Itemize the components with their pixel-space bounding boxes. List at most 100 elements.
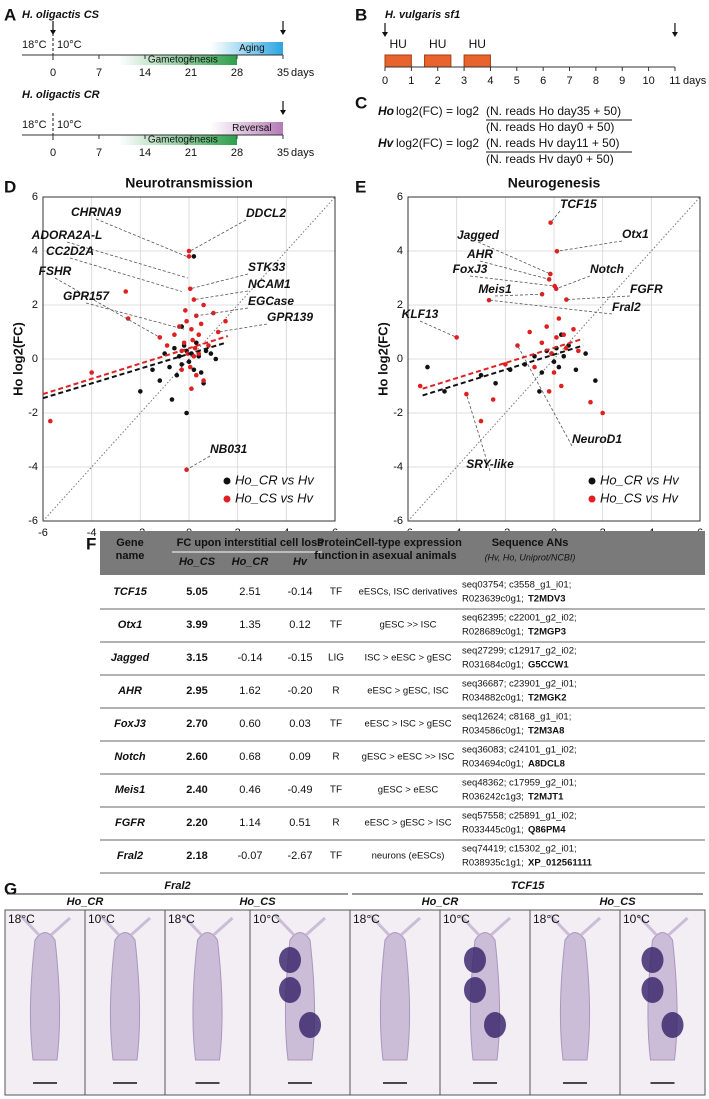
annotation-label: KLF13 <box>402 307 439 321</box>
data-point <box>563 345 569 351</box>
temperature: 10°C <box>57 119 82 131</box>
phase-bar <box>210 42 283 55</box>
data-point <box>527 329 532 335</box>
value-cell: 0.09 <box>289 751 310 763</box>
annotation-label: DDCL2 <box>246 206 286 220</box>
annotation-leader <box>218 323 268 333</box>
sequence-id: T2MGK2 <box>528 693 567 704</box>
y-tick-label: -6 <box>28 515 38 527</box>
data-point <box>186 254 192 259</box>
data-point <box>191 354 197 359</box>
y-tick-label: -2 <box>28 407 38 419</box>
polyp <box>109 932 141 1061</box>
expression-cell: eESC > gESC, ISC <box>367 686 449 697</box>
temperature-label: 10°C <box>253 912 280 926</box>
data-point <box>179 362 184 367</box>
tick-label: 0 <box>382 75 388 87</box>
equation-label: Ho <box>378 104 394 118</box>
annotation-leader <box>477 241 551 275</box>
data-point <box>196 332 202 338</box>
tick-label: 35 <box>277 147 289 159</box>
sequence-cell: seq27299; c12917_g2_i02; <box>462 646 577 657</box>
y-tick-label: 4 <box>32 245 38 257</box>
data-point <box>179 367 184 373</box>
numerator: (N. reads Ho day35 + 50) <box>486 104 621 118</box>
tick-label: 11 <box>669 75 680 87</box>
sequence-cell: seq62395; c22001_g2_i02; <box>462 613 577 624</box>
header-cell: (Hv, Ho, Uniprot/NCBI) <box>485 552 576 562</box>
temperature-label: 18°C <box>168 912 195 926</box>
tick-label: 28 <box>231 147 243 159</box>
value-cell: -0.07 <box>237 850 262 862</box>
data-point <box>150 367 155 373</box>
y-tick-label: -2 <box>393 407 403 419</box>
data-point <box>571 327 576 332</box>
value-cell: 5.05 <box>186 586 207 598</box>
strain-title: Ho_CR <box>422 896 459 908</box>
data-point <box>196 351 202 356</box>
value-cell: 0.51 <box>289 817 310 829</box>
value-cell: -0.49 <box>287 784 312 796</box>
annotation-leader <box>85 302 185 330</box>
tentacle <box>129 916 152 937</box>
annotation-label: Jagged <box>457 228 500 242</box>
timeline-title: H. oligactis CS <box>22 9 100 21</box>
data-point <box>559 383 564 389</box>
y-tick-label: -6 <box>393 515 403 527</box>
expression-cell: ISC > eESC > gESC <box>364 653 451 664</box>
chart-title: Neurotransmission <box>125 175 253 191</box>
value-cell: 2.60 <box>186 751 207 763</box>
sequence-id: T2MDV3 <box>528 594 565 605</box>
data-point <box>164 343 170 348</box>
annotation-leader <box>69 257 182 292</box>
polyp <box>379 932 411 1061</box>
sequence-cell: R034586c0g1; <box>462 726 524 737</box>
data-point <box>201 302 206 308</box>
data-point <box>561 354 567 359</box>
axis-unit: days <box>291 147 315 159</box>
tick-label: 35 <box>277 67 289 79</box>
trend-line <box>42 335 229 396</box>
table-header <box>100 531 705 575</box>
treatment-label: HU <box>429 37 446 51</box>
data-point <box>181 340 187 346</box>
header-cell: name <box>116 550 145 562</box>
data-point <box>551 370 557 375</box>
value-cell: 1.35 <box>239 619 260 631</box>
value-cell: 3.99 <box>186 619 207 631</box>
sequence-cell: seq12624; c8168_g1_i01; <box>462 712 571 723</box>
y-tick-label: -4 <box>28 461 38 473</box>
annotation-leader <box>193 290 249 300</box>
header-cell: Ho_CS <box>179 556 216 568</box>
gene-cell: Jagged <box>111 652 150 664</box>
strain-title: Ho_CS <box>239 896 276 908</box>
sequence-cell: seq74419; c15302_g2_i01; <box>462 844 577 855</box>
y-tick-label: -4 <box>393 461 403 473</box>
data-point <box>187 286 193 292</box>
data-point <box>184 410 189 416</box>
tick-label: 0 <box>50 147 56 159</box>
legend-label: Ho_CR vs Hv <box>600 472 680 487</box>
tentacle <box>212 916 234 937</box>
sequence-id: G5CCW1 <box>528 660 569 671</box>
y-tick-label: 6 <box>397 191 403 203</box>
annotation-label: SRY-like <box>466 457 514 471</box>
data-point <box>189 327 194 332</box>
axis-unit: days <box>683 75 707 87</box>
value-cell: 2.70 <box>186 718 207 730</box>
annotation-leader <box>466 393 491 472</box>
annotation-leader <box>479 260 550 280</box>
panel-letter: A <box>4 5 16 24</box>
annotation-leader <box>419 320 457 338</box>
value-cell: 0.68 <box>239 751 260 763</box>
gene-cell: FGFR <box>115 817 145 829</box>
panel-letter: F <box>86 534 96 553</box>
data-point <box>546 389 552 394</box>
y-axis-label: Ho log2(FC) <box>10 322 25 396</box>
expression-cell: neurons (eESCs) <box>372 851 445 862</box>
value-cell: 1.62 <box>239 685 260 697</box>
temperature: 18°C <box>22 39 47 51</box>
arrow <box>280 30 286 35</box>
stained-gonad <box>464 977 486 1003</box>
function-cell: R <box>332 818 339 829</box>
